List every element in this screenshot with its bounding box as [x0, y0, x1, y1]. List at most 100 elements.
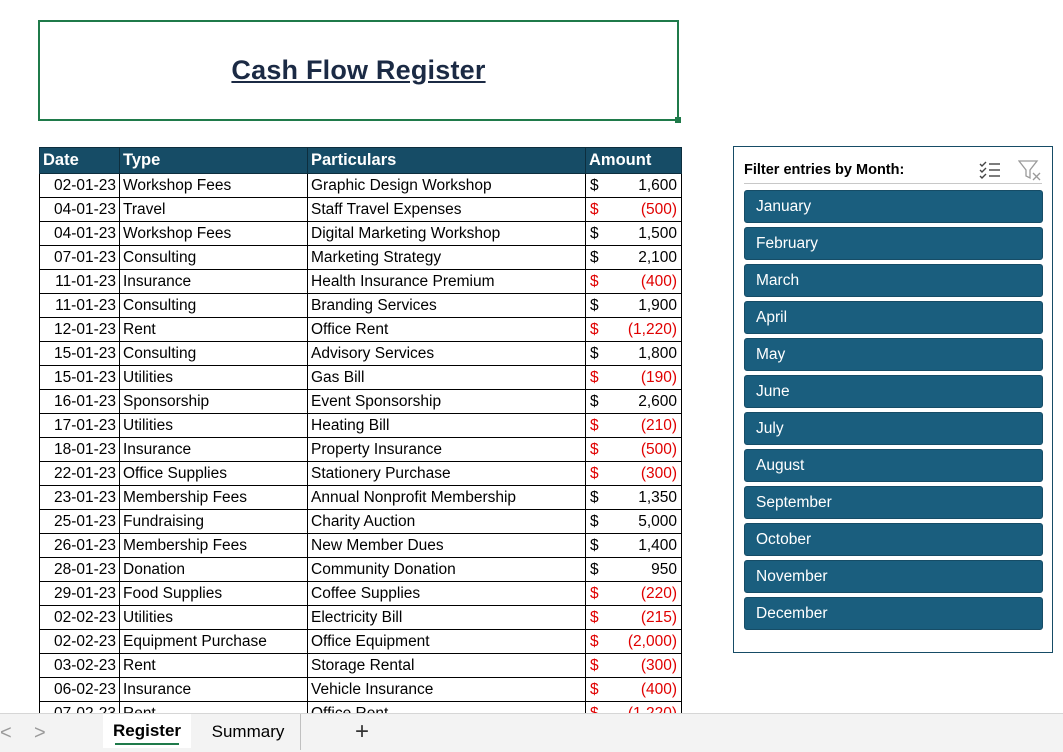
cell-date[interactable]: 07-02-23	[39, 701, 120, 713]
slicer-item-march[interactable]: March	[744, 264, 1043, 297]
resize-handle[interactable]	[675, 117, 681, 123]
cell-particulars[interactable]: Digital Marketing Workshop	[307, 221, 586, 246]
sheet-tab-register[interactable]: Register	[103, 714, 191, 748]
next-sheet-icon[interactable]: >	[34, 722, 46, 744]
cell-particulars[interactable]: Staff Travel Expenses	[307, 197, 586, 222]
cell-amount[interactable]: $1,800	[585, 341, 682, 366]
cell-amount[interactable]: $ (500)	[585, 197, 682, 222]
cell-particulars[interactable]: Marketing Strategy	[307, 245, 586, 270]
cell-particulars[interactable]: Heating Bill	[307, 413, 586, 438]
cell-date[interactable]: 11-01-23	[39, 269, 120, 294]
sheet-tab-summary[interactable]: Summary	[196, 714, 301, 750]
cell-particulars[interactable]: Annual Nonprofit Membership	[307, 485, 586, 510]
cell-date[interactable]: 23-01-23	[39, 485, 120, 510]
cell-amount[interactable]: $ (190)	[585, 365, 682, 390]
slicer-item-august[interactable]: August	[744, 449, 1043, 482]
cell-type[interactable]: Rent	[119, 653, 308, 678]
cell-type[interactable]: Rent	[119, 701, 308, 713]
header-date[interactable]: Date	[39, 147, 120, 174]
header-type[interactable]: Type	[119, 147, 308, 174]
slicer-item-november[interactable]: November	[744, 560, 1043, 593]
cell-date[interactable]: 28-01-23	[39, 557, 120, 582]
cell-date[interactable]: 06-02-23	[39, 677, 120, 702]
cell-date[interactable]: 22-01-23	[39, 461, 120, 486]
cell-particulars[interactable]: Charity Auction	[307, 509, 586, 534]
cell-amount[interactable]: $5,000	[585, 509, 682, 534]
slicer-item-july[interactable]: July	[744, 412, 1043, 445]
title-shape[interactable]: Cash Flow Register	[38, 20, 681, 123]
cell-particulars[interactable]: Health Insurance Premium	[307, 269, 586, 294]
cell-type[interactable]: Consulting	[119, 341, 308, 366]
slicer-item-october[interactable]: October	[744, 523, 1043, 556]
cell-type[interactable]: Equipment Purchase	[119, 629, 308, 654]
cell-amount[interactable]: $ (500)	[585, 437, 682, 462]
cell-amount[interactable]: $ (300)	[585, 653, 682, 678]
cell-particulars[interactable]: Office Rent	[307, 317, 586, 342]
cell-type[interactable]: Consulting	[119, 293, 308, 318]
cell-type[interactable]: Workshop Fees	[119, 173, 308, 198]
add-sheet-button[interactable]: +	[354, 718, 369, 745]
slicer-item-december[interactable]: December	[744, 597, 1043, 630]
cell-particulars[interactable]: Stationery Purchase	[307, 461, 586, 486]
cell-date[interactable]: 26-01-23	[39, 533, 120, 558]
cell-amount[interactable]: $ (300)	[585, 461, 682, 486]
cell-amount[interactable]: $2,600	[585, 389, 682, 414]
cell-type[interactable]: Workshop Fees	[119, 221, 308, 246]
cell-amount[interactable]: $ (220)	[585, 581, 682, 606]
cell-amount[interactable]: $ (210)	[585, 413, 682, 438]
cell-date[interactable]: 29-01-23	[39, 581, 120, 606]
cell-date[interactable]: 12-01-23	[39, 317, 120, 342]
header-amount[interactable]: Amount	[585, 147, 682, 174]
cell-date[interactable]: 17-01-23	[39, 413, 120, 438]
cell-date[interactable]: 04-01-23	[39, 221, 120, 246]
cell-date[interactable]: 02-02-23	[39, 605, 120, 630]
cell-particulars[interactable]: Coffee Supplies	[307, 581, 586, 606]
cell-particulars[interactable]: New Member Dues	[307, 533, 586, 558]
cell-particulars[interactable]: Graphic Design Workshop	[307, 173, 586, 198]
cell-amount[interactable]: $1,600	[585, 173, 682, 198]
cell-type[interactable]: Insurance	[119, 269, 308, 294]
cell-particulars[interactable]: Gas Bill	[307, 365, 586, 390]
cell-amount[interactable]: $ (400)	[585, 269, 682, 294]
multi-select-icon[interactable]	[978, 159, 1002, 181]
slicer-item-june[interactable]: June	[744, 375, 1043, 408]
cell-particulars[interactable]: Branding Services	[307, 293, 586, 318]
cell-particulars[interactable]: Vehicle Insurance	[307, 677, 586, 702]
cell-date[interactable]: 02-01-23	[39, 173, 120, 198]
cell-amount[interactable]: $ (2,000)	[585, 629, 682, 654]
slicer-item-february[interactable]: February	[744, 227, 1043, 260]
cell-particulars[interactable]: Advisory Services	[307, 341, 586, 366]
cell-date[interactable]: 15-01-23	[39, 341, 120, 366]
cell-amount[interactable]: $ (215)	[585, 605, 682, 630]
cell-date[interactable]: 04-01-23	[39, 197, 120, 222]
cell-type[interactable]: Insurance	[119, 437, 308, 462]
cell-amount[interactable]: $ (1,220)	[585, 317, 682, 342]
cell-date[interactable]: 02-02-23	[39, 629, 120, 654]
cell-type[interactable]: Consulting	[119, 245, 308, 270]
cell-particulars[interactable]: Event Sponsorship	[307, 389, 586, 414]
cell-amount[interactable]: $1,400	[585, 533, 682, 558]
cell-type[interactable]: Rent	[119, 317, 308, 342]
cell-date[interactable]: 03-02-23	[39, 653, 120, 678]
cell-amount[interactable]: $ (400)	[585, 677, 682, 702]
cell-date[interactable]: 18-01-23	[39, 437, 120, 462]
cell-amount[interactable]: $950	[585, 557, 682, 582]
slicer-item-january[interactable]: January	[744, 190, 1043, 223]
cell-type[interactable]: Office Supplies	[119, 461, 308, 486]
cell-particulars[interactable]: Office Rent	[307, 701, 586, 713]
cell-particulars[interactable]: Property Insurance	[307, 437, 586, 462]
slicer-item-april[interactable]: April	[744, 301, 1043, 334]
cell-type[interactable]: Membership Fees	[119, 485, 308, 510]
cell-date[interactable]: 07-01-23	[39, 245, 120, 270]
cell-date[interactable]: 16-01-23	[39, 389, 120, 414]
cell-type[interactable]: Fundraising	[119, 509, 308, 534]
cell-type[interactable]: Utilities	[119, 605, 308, 630]
month-slicer[interactable]: Filter entries by Month:	[733, 146, 1053, 653]
cell-type[interactable]: Utilities	[119, 413, 308, 438]
cell-particulars[interactable]: Storage Rental	[307, 653, 586, 678]
cell-date[interactable]: 15-01-23	[39, 365, 120, 390]
cell-type[interactable]: Sponsorship	[119, 389, 308, 414]
cell-type[interactable]: Insurance	[119, 677, 308, 702]
slicer-item-may[interactable]: May	[744, 338, 1043, 371]
cell-amount[interactable]: $1,350	[585, 485, 682, 510]
